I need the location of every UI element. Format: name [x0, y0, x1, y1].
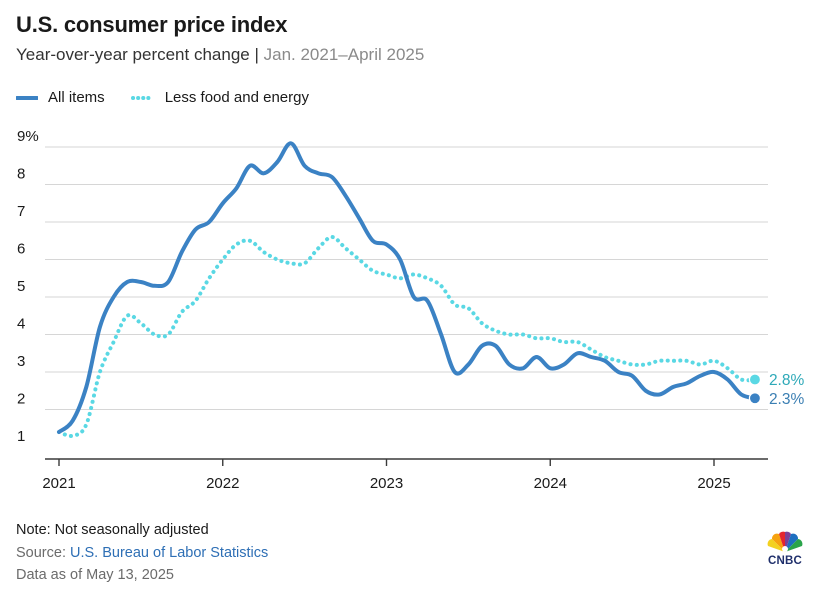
x-axis: 2021 2022 2023 2024 2025 [42, 458, 768, 492]
endpoint-marker-all-items [748, 392, 762, 405]
y-tick-label: 3 [17, 353, 25, 370]
end-labels: 2.8% 2.3% [748, 372, 805, 408]
nbc-peacock-icon [767, 531, 803, 552]
series-lines [57, 141, 757, 438]
cnbc-logo: CNBC [764, 531, 806, 567]
y-tick-label: 2 [17, 391, 25, 408]
chart-subtitle: Year-over-year percent change | Jan. 202… [16, 45, 424, 65]
y-tick-label: 9% [17, 128, 39, 145]
y-axis-labels: 9% 8 7 6 5 4 3 2 1 [17, 128, 39, 445]
y-tick-label: 1 [17, 428, 25, 445]
legend-label-core: Less food and energy [164, 89, 309, 106]
subtitle-separator: | [254, 45, 259, 64]
series-line-all-items [57, 141, 757, 434]
legend-swatch-solid-line [16, 95, 38, 100]
source-line: Source: U.S. Bureau of Labor Statistics [16, 542, 268, 565]
subtitle-main: Year-over-year percent change [16, 45, 250, 64]
data-as-of: Data as of May 13, 2025 [16, 567, 174, 583]
subtitle-date-range: Jan. 2021–April 2025 [263, 45, 425, 64]
y-tick-label: 8 [17, 166, 25, 183]
logo-text: CNBC [767, 555, 803, 567]
gridlines [45, 146, 768, 410]
legend-swatch-dotted-line [130, 95, 155, 100]
x-tick-label: 2021 [42, 475, 75, 492]
endpoint-marker-core [748, 373, 762, 386]
chart-legend: All items Less food and energy [16, 89, 335, 106]
y-tick-label: 4 [17, 316, 25, 333]
x-tick-label: 2023 [370, 475, 403, 492]
footnote: Note: Not seasonally adjusted [16, 522, 209, 538]
source-link[interactable]: U.S. Bureau of Labor Statistics [70, 544, 269, 561]
legend-item-core: Less food and energy [130, 89, 309, 106]
source-prefix: Source: [16, 544, 70, 561]
x-tick-label: 2022 [206, 475, 239, 492]
y-tick-label: 6 [17, 241, 25, 258]
x-tick-label: 2024 [534, 475, 567, 492]
end-label-all-items: 2.3% [769, 391, 805, 408]
series-line-less-food-energy [57, 235, 757, 438]
legend-item-all-items: All items [16, 89, 105, 106]
chart-footer: Note: Not seasonally adjusted Source: U.… [16, 519, 268, 587]
end-label-core: 2.8% [769, 372, 805, 389]
legend-label-all-items: All items [48, 89, 105, 106]
y-tick-label: 5 [17, 278, 25, 295]
chart-title: U.S. consumer price index [16, 12, 288, 37]
x-tick-label: 2025 [697, 475, 730, 492]
y-tick-label: 7 [17, 203, 25, 220]
